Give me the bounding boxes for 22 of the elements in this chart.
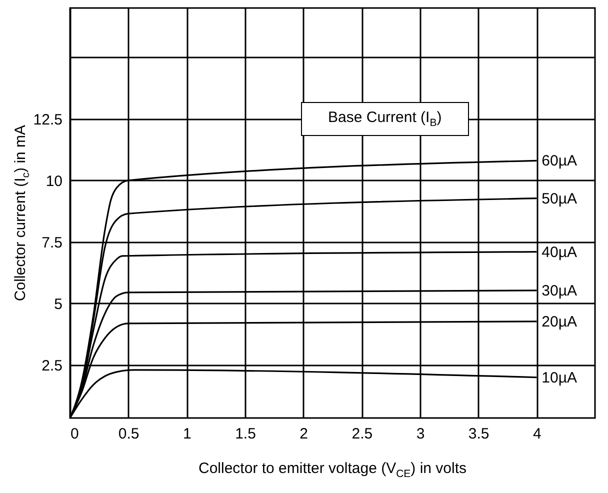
- x-tick-label: 3: [416, 426, 425, 442]
- y-tick-label: 2.5: [42, 358, 62, 375]
- series-label: 10µA: [542, 369, 578, 386]
- x-tick-label: 2.5: [352, 426, 373, 442]
- x-tick-label: 1: [182, 426, 192, 442]
- x-tick-label: 3.5: [468, 426, 490, 442]
- x-tick-label: 2: [300, 426, 308, 442]
- x-tick-label: 0: [70, 426, 79, 442]
- x-axis-title: Collector to emitter voltage (V$_{CE}$) in volts: [198, 460, 467, 480]
- series-label: 40µA: [542, 244, 578, 261]
- x-tick-label: 0.5: [118, 426, 140, 442]
- series-label: 30µA: [542, 282, 578, 300]
- series-label: 60µA: [542, 152, 578, 170]
- y-tick-label: 10: [46, 172, 62, 190]
- legend-title-box: Base Current (I$_{B}$): [301, 102, 469, 136]
- series-label: 50µA: [542, 190, 578, 208]
- series-label: 20µA: [542, 313, 578, 330]
- y-tick-label: 5: [54, 296, 62, 313]
- y-tick-label: 7.5: [42, 234, 62, 252]
- x-tick-label: 4: [532, 426, 542, 442]
- y-tick-label: 12.5: [33, 111, 62, 128]
- x-tick-label: 1.5: [235, 426, 256, 442]
